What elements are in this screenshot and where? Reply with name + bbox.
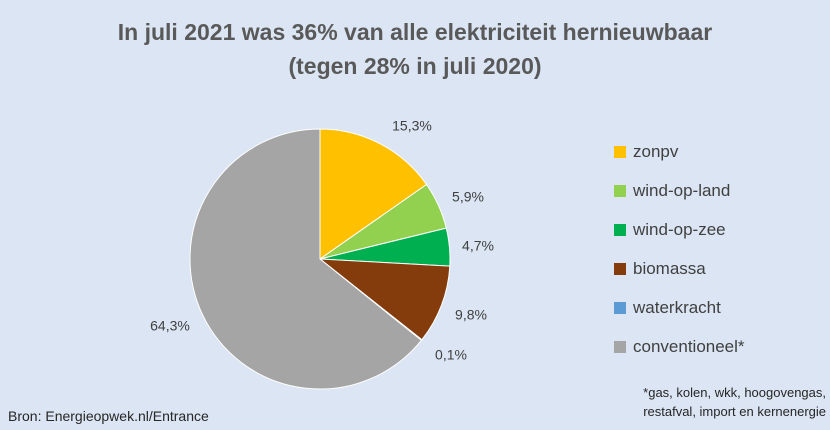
chart-title: In juli 2021 was 36% van alle elektricit… <box>117 19 713 45</box>
footnote-line-1: *gas, kolen, wkk, hoogovengas, <box>643 385 826 400</box>
legend-item-zonpv: zonpv <box>614 132 745 171</box>
legend-label: wind-op-zee <box>633 219 726 239</box>
data-label-waterkracht: 0,1% <box>435 347 467 363</box>
legend: zonpv wind-op-land wind-op-zee biomassa wate… <box>614 132 745 366</box>
legend-label: wind-op-land <box>633 180 731 200</box>
footnote: *gas, kolen, wkk, hoogovengas, restafval… <box>643 383 826 421</box>
legend-item-wind-op-land: wind-op-land <box>614 171 745 210</box>
legend-swatch <box>614 145 626 158</box>
data-label-zonpv: 15,3% <box>392 118 432 134</box>
legend-label: biomassa <box>633 258 706 278</box>
legend-swatch <box>614 301 626 314</box>
source-credit: Bron: Energieopwek.nl/Entrance <box>8 408 209 424</box>
pie-slice-conventioneel <box>189 128 423 390</box>
legend-item-conventioneel: conventioneel* <box>614 327 745 366</box>
legend-swatch <box>614 262 626 275</box>
legend-label: waterkracht <box>633 297 721 317</box>
chart-subtitle: (tegen 28% in juli 2020) <box>288 53 542 79</box>
legend-item-wind-op-zee: wind-op-zee <box>614 210 745 249</box>
legend-swatch <box>614 223 626 236</box>
pie-slice-zonpv <box>319 128 428 260</box>
data-label-biomassa: 9,8% <box>455 307 487 323</box>
legend-label: conventioneel* <box>633 336 745 356</box>
data-label-wind-op-land: 5,9% <box>452 189 484 205</box>
legend-item-biomassa: biomassa <box>614 249 745 288</box>
pie-slice-biomassa <box>318 258 451 341</box>
data-label-wind-op-zee: 4,7% <box>462 238 494 254</box>
legend-swatch <box>614 340 626 353</box>
footnote-line-2: restafval, import en kernenergie <box>643 404 826 419</box>
legend-label: zonpv <box>633 141 679 161</box>
legend-item-waterkracht: waterkracht <box>614 288 745 327</box>
data-label-conventioneel: 64,3% <box>150 318 190 334</box>
legend-swatch <box>614 184 626 197</box>
